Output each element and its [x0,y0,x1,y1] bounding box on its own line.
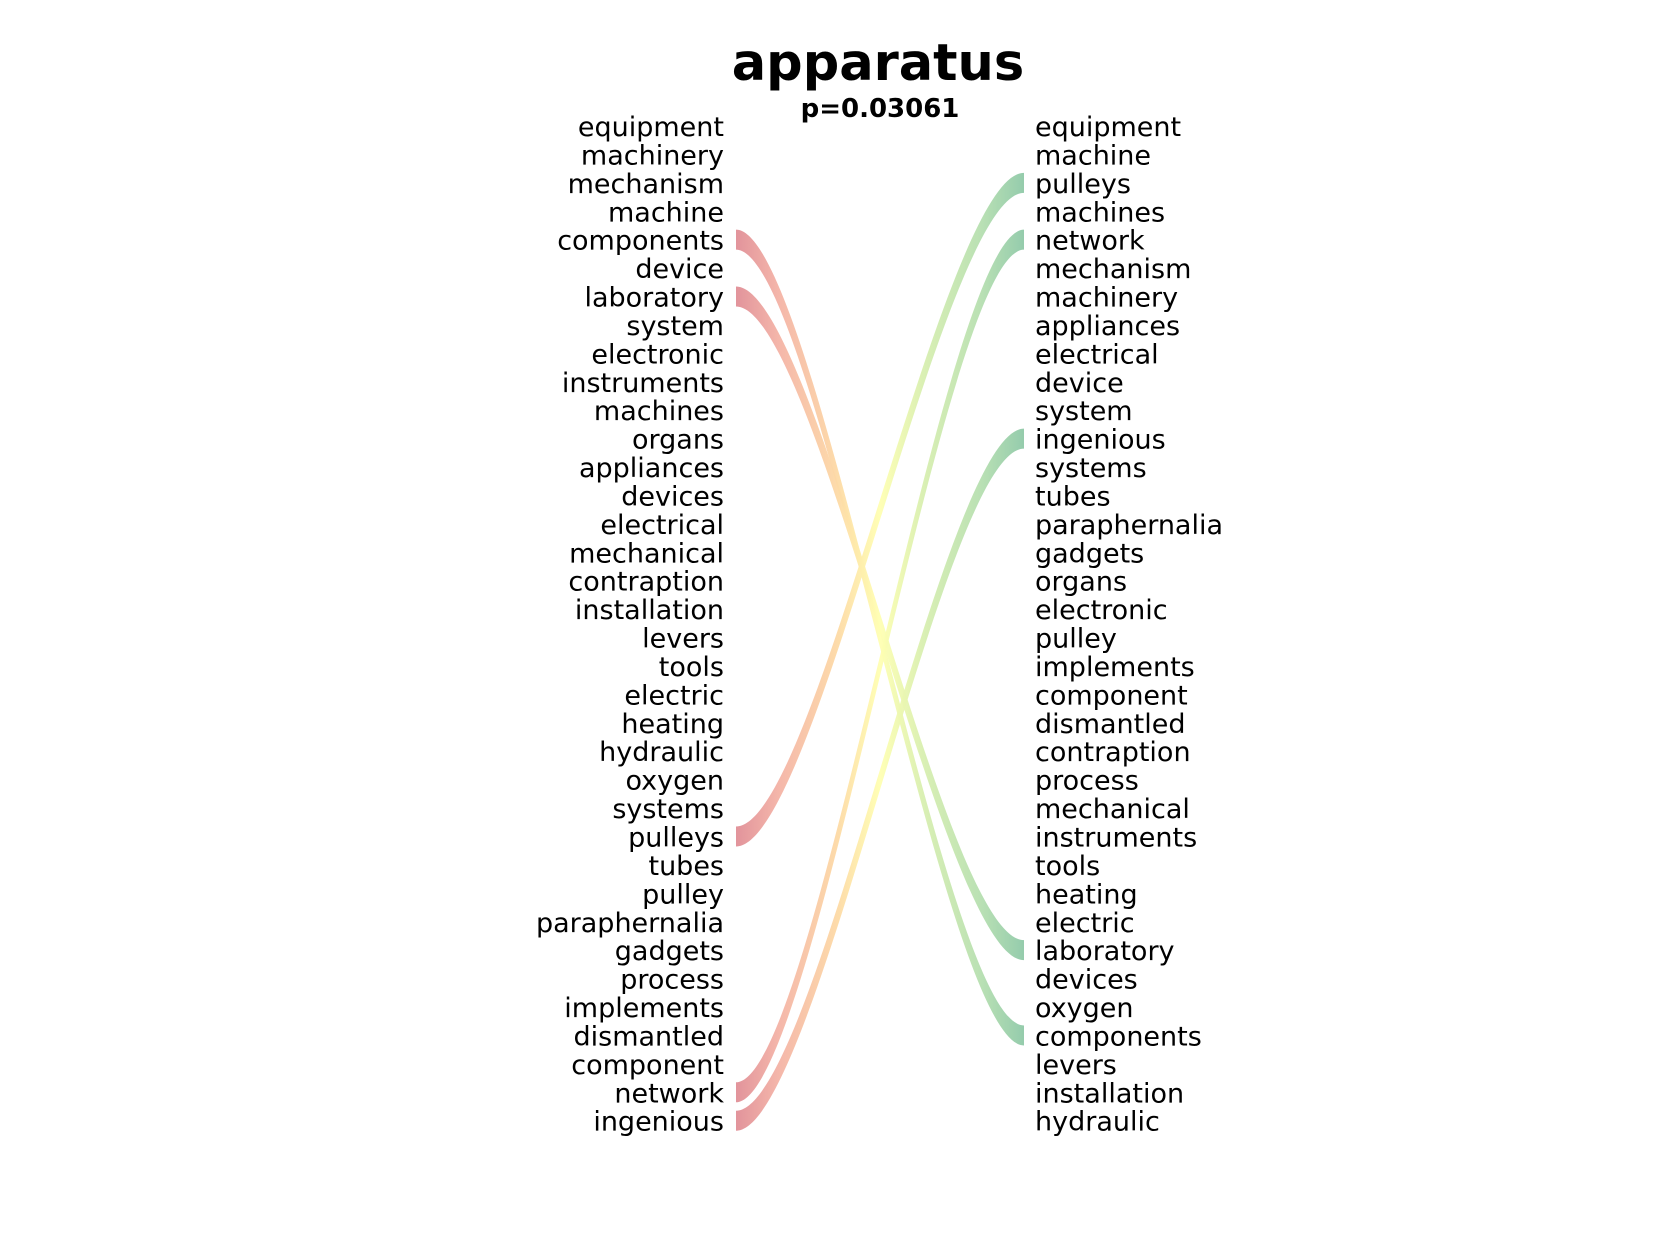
right-word-components: components [1035,1021,1202,1052]
left-word-tubes: tubes [648,851,724,882]
right-word-appliances: appliances [1035,311,1180,342]
link-ingenious [736,428,1024,1131]
left-word-process: process [620,965,724,996]
left-word-instruments: instruments [562,368,724,399]
link-layer [736,172,1024,1131]
link-laboratory [736,286,1024,961]
right-word-pulley: pulley [1035,624,1117,655]
left-word-mechanical: mechanical [569,538,724,569]
left-word-oxygen: oxygen [625,766,724,797]
right-word-oxygen: oxygen [1035,993,1134,1024]
right-word-paraphernalia: paraphernalia [1035,510,1223,541]
right-word-gadgets: gadgets [1035,538,1144,569]
right-word-machinery: machinery [1035,283,1178,314]
right-word-tubes: tubes [1035,481,1111,512]
right-word-devices: devices [1035,965,1138,996]
right-word-hydraulic: hydraulic [1035,1107,1160,1138]
right-word-component: component [1035,680,1188,711]
left-word-ingenious: ingenious [593,1107,724,1138]
left-word-electrical: electrical [600,510,724,541]
right-word-mechanism: mechanism [1035,254,1191,285]
right-word-electrical: electrical [1035,339,1159,370]
left-word-machines: machines [594,396,724,427]
right-word-machines: machines [1035,197,1165,228]
left-word-installation: installation [575,595,724,626]
right-word-ingenious: ingenious [1035,425,1166,456]
right-word-electronic: electronic [1035,595,1168,626]
right-word-equipment: equipment [1035,112,1181,143]
right-word-heating: heating [1035,879,1138,910]
left-word-appliances: appliances [579,453,724,484]
right-word-pulleys: pulleys [1035,169,1131,200]
left-word-components: components [557,226,724,257]
left-word-devices: devices [621,481,724,512]
left-word-network: network [614,1078,724,1109]
right-word-tools: tools [1035,851,1100,882]
right-word-electric: electric [1035,908,1135,939]
left-word-paraphernalia: paraphernalia [536,908,724,939]
right-word-organs: organs [1035,567,1127,598]
right-word-process: process [1035,766,1139,797]
left-ranking: equipmentmachinerymechanismmachinecompon… [536,112,724,1138]
right-word-dismantled: dismantled [1035,709,1186,740]
right-word-levers: levers [1035,1050,1117,1081]
left-word-organs: organs [632,425,724,456]
left-word-component: component [571,1050,724,1081]
left-word-device: device [635,254,724,285]
left-word-mechanism: mechanism [568,169,724,200]
chart-subtitle: p=0.03061 [801,94,960,124]
right-word-instruments: instruments [1035,823,1197,854]
link-pulleys [736,172,1024,847]
right-ranking: equipmentmachinepulleysmachinesnetworkme… [1035,112,1223,1138]
right-word-systems: systems [1035,453,1147,484]
left-word-pulleys: pulleys [628,823,724,854]
left-word-system: system [626,311,724,342]
left-word-electric: electric [624,680,724,711]
left-word-gadgets: gadgets [615,936,724,967]
link-components [736,229,1024,1046]
left-word-machinery: machinery [581,140,724,171]
left-word-laboratory: laboratory [584,283,724,314]
right-word-laboratory: laboratory [1035,936,1175,967]
left-word-levers: levers [642,624,724,655]
left-word-hydraulic: hydraulic [599,737,724,768]
left-word-equipment: equipment [578,112,724,143]
left-word-systems: systems [612,794,724,825]
right-word-implements: implements [1035,652,1195,683]
right-word-machine: machine [1035,140,1151,171]
left-word-implements: implements [564,993,724,1024]
chart-title: apparatus [732,34,1024,93]
right-word-contraption: contraption [1035,737,1191,768]
right-word-device: device [1035,368,1124,399]
left-word-contraption: contraption [568,567,724,598]
right-word-network: network [1035,226,1145,257]
right-word-installation: installation [1035,1078,1184,1109]
left-word-heating: heating [621,709,724,740]
left-word-dismantled: dismantled [573,1021,724,1052]
left-word-machine: machine [608,197,724,228]
left-word-tools: tools [659,652,724,683]
left-word-electronic: electronic [591,339,724,370]
right-word-system: system [1035,396,1133,427]
left-word-pulley: pulley [642,879,724,910]
link-network [736,229,1024,1103]
right-word-mechanical: mechanical [1035,794,1190,825]
